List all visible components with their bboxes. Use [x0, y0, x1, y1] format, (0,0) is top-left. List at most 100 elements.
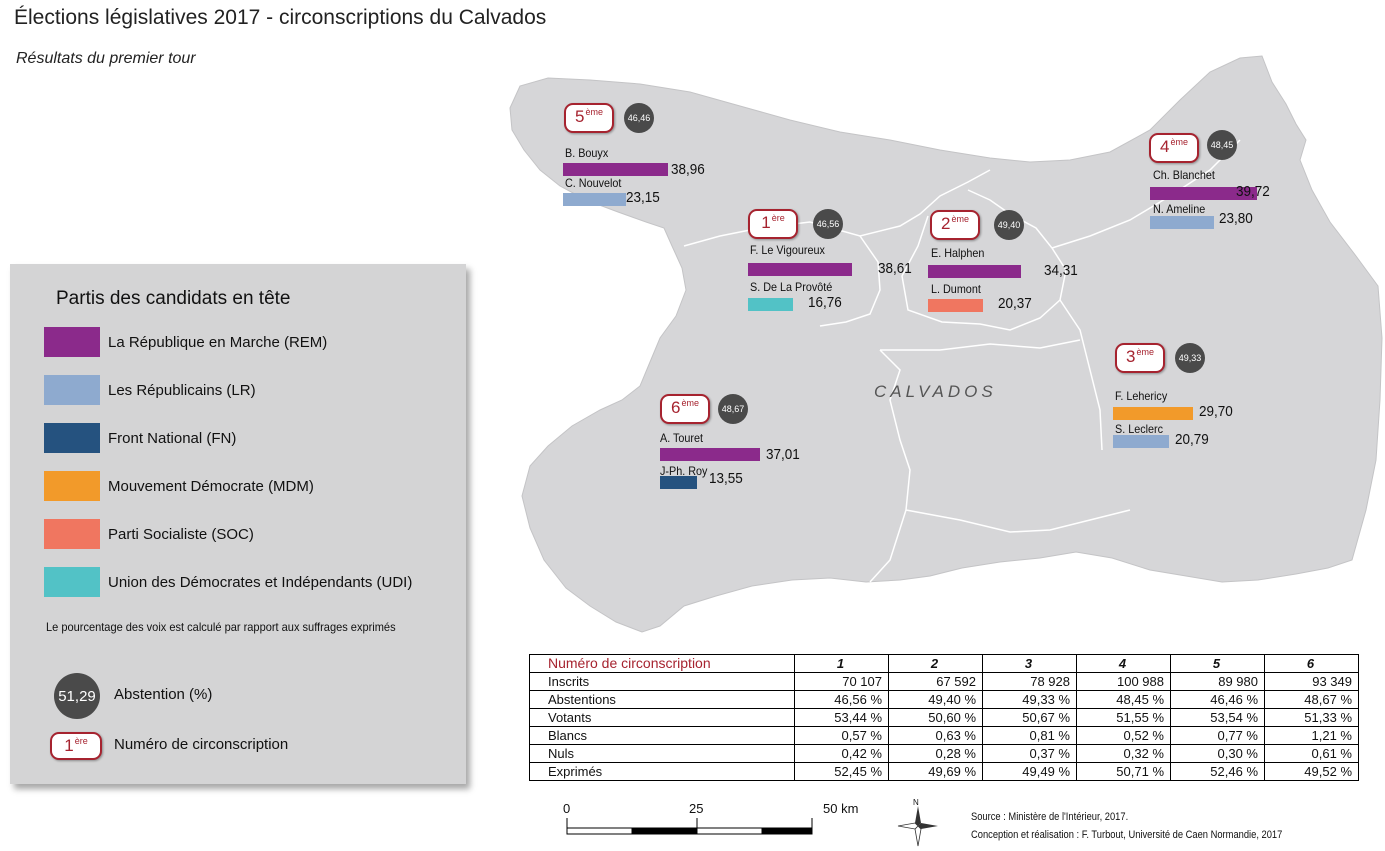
table-cell: 0,63 %	[888, 726, 983, 745]
table-cell: 0,37 %	[982, 744, 1077, 763]
district-1-candidate-1-name: F. Le Vigoureux	[750, 243, 825, 257]
table-cell: 48,67 %	[1264, 690, 1359, 709]
table-header-label: Numéro de circonscription	[529, 654, 795, 673]
district-1-candidate-2-bar	[748, 298, 793, 311]
table-cell: 46,56 %	[794, 690, 889, 709]
badge-number: 4	[1160, 137, 1170, 156]
table-cell: 100 988	[1076, 672, 1171, 691]
table-cell: 49,40 %	[888, 690, 983, 709]
circonscription-example-badge: 1 ère	[50, 732, 102, 760]
table-cell: 0,42 %	[794, 744, 889, 763]
legend-swatch	[44, 327, 100, 357]
district-2-candidate-1-name: E. Halphen	[931, 246, 985, 260]
legend-label: Parti Socialiste (SOC)	[108, 525, 254, 543]
table-cell: 46,46 %	[1170, 690, 1265, 709]
credits-line: Conception et réalisation : F. Turbout, …	[971, 829, 1283, 841]
table-cell: 0,81 %	[982, 726, 1077, 745]
table-header-row: Numéro de circonscription 1 2 3 4 5 6	[529, 654, 1359, 673]
legend-label: Union des Démocrates et Indépendants (UD…	[108, 573, 413, 591]
district-6-abstention: 48,67	[718, 394, 748, 424]
table-row-label: Nuls	[529, 744, 795, 763]
district-6-candidate-2-bar	[660, 476, 697, 489]
district-6-candidate-1-value: 37,01	[766, 446, 800, 463]
district-2-candidate-2-bar	[928, 299, 983, 312]
table-cell: 50,67 %	[982, 708, 1077, 727]
district-1-candidate-1-bar	[748, 263, 852, 276]
table-cell: 51,33 %	[1264, 708, 1359, 727]
table-row: Inscrits 70 107 67 592 78 928 100 988 89 980 9…	[529, 672, 1359, 691]
district-3-candidate-2-name: S. Leclerc	[1115, 422, 1164, 436]
district-6-candidate-2-value: 13,55	[709, 470, 743, 487]
abstention-legend-label: Abstention (%)	[114, 686, 213, 703]
district-3-abstention: 49,33	[1175, 343, 1205, 373]
district-3-candidate-1-bar	[1113, 407, 1193, 420]
table-header-cell: 5	[1170, 654, 1265, 673]
map-title: Élections législatives 2017 - circonscri…	[14, 6, 547, 29]
table-cell: 51,55 %	[1076, 708, 1171, 727]
table-cell: 49,69 %	[888, 762, 983, 781]
district-2-candidate-1-bar	[928, 265, 1021, 278]
legend-item-udi: Union des Démocrates et Indépendants (UD…	[44, 566, 412, 598]
circonscription-legend-label: Numéro de circonscription	[114, 736, 289, 753]
district-6-candidate-2-name: J-Ph. Roy	[660, 464, 708, 478]
district-4-candidate-2-value: 23,80	[1219, 210, 1253, 227]
table-cell: 0,57 %	[794, 726, 889, 745]
table-row-label: Exprimés	[529, 762, 795, 781]
table-row: Nuls 0,42 % 0,28 % 0,37 % 0,32 % 0,30 % 0,61 %	[529, 744, 1359, 763]
district-1-abstention: 46,56	[813, 209, 843, 239]
map-subtitle: Résultats du premier tour	[16, 50, 196, 67]
table-cell: 50,71 %	[1076, 762, 1171, 781]
district-5-candidate-2-name: C. Nouvelot	[565, 176, 622, 190]
badge-number: 6	[671, 398, 681, 417]
badge-number: 1	[761, 213, 771, 232]
legend-item-mdm: Mouvement Démocrate (MDM)	[44, 470, 314, 502]
district-6-candidate-1-bar	[660, 448, 760, 461]
department-shape	[509, 55, 1383, 633]
district-5-candidate-1-bar	[563, 163, 668, 176]
district-3-candidate-2-bar	[1113, 435, 1169, 448]
table-cell: 53,54 %	[1170, 708, 1265, 727]
legend-item-rem: La République en Marche (REM)	[44, 326, 327, 358]
district-3-candidate-1-name: F. Lehericy	[1115, 389, 1168, 403]
district-4-candidate-1-bar	[1150, 187, 1257, 200]
district-5-candidate-1-value: 38,96	[671, 161, 705, 178]
abstention-example-circle: 51,29	[54, 673, 100, 719]
badge-suffix: ère	[74, 736, 88, 746]
district-4-badge: 4 ème	[1149, 133, 1199, 163]
district-2-abstention: 49,40	[994, 210, 1024, 240]
table-header-cell: 1	[794, 654, 889, 673]
table-cell: 53,44 %	[794, 708, 889, 727]
district-5-candidate-2-bar	[563, 193, 626, 206]
district-4-candidate-1-name: Ch. Blanchet	[1153, 168, 1215, 182]
district-4-candidate-2-name: N. Ameline	[1153, 202, 1206, 216]
badge-suffix: ème	[1136, 347, 1154, 357]
district-1-badge: 1 ère	[748, 209, 798, 239]
table-cell: 0,32 %	[1076, 744, 1171, 763]
table-cell: 0,28 %	[888, 744, 983, 763]
district-6-badge: 6 ème	[660, 394, 710, 424]
scale-label-0: 0	[563, 801, 571, 816]
compass-icon	[897, 806, 938, 847]
legend-swatch	[44, 519, 100, 549]
legend-item-lr: Les Républicains (LR)	[44, 374, 256, 406]
table-header-cell: 2	[888, 654, 983, 673]
district-2-candidate-2-name: L. Dumont	[931, 282, 981, 296]
table-cell: 78 928	[982, 672, 1077, 691]
district-1-candidate-1-value: 38,61	[878, 260, 912, 277]
legend-item-soc: Parti Socialiste (SOC)	[44, 518, 254, 550]
table-cell: 0,61 %	[1264, 744, 1359, 763]
source-line: Source : Ministère de l'Intérieur, 2017.	[971, 811, 1129, 823]
table-cell: 48,45 %	[1076, 690, 1171, 709]
compass-north-label: N	[913, 798, 919, 807]
district-3-candidate-1-value: 29,70	[1199, 403, 1233, 420]
table-row: Votants 53,44 % 50,60 % 50,67 % 51,55 % 53,54…	[529, 708, 1359, 727]
district-5-abstention: 46,46	[624, 103, 654, 133]
badge-number: 5	[575, 107, 585, 126]
district-1-candidate-2-value: 16,76	[808, 294, 842, 311]
table-row-label: Inscrits	[529, 672, 795, 691]
scale-label-50: 50 km	[823, 801, 859, 816]
scale-label-25: 25	[689, 801, 704, 816]
legend-label: Les Républicains (LR)	[108, 381, 256, 399]
table-cell: 0,52 %	[1076, 726, 1171, 745]
table-cell: 0,30 %	[1170, 744, 1265, 763]
